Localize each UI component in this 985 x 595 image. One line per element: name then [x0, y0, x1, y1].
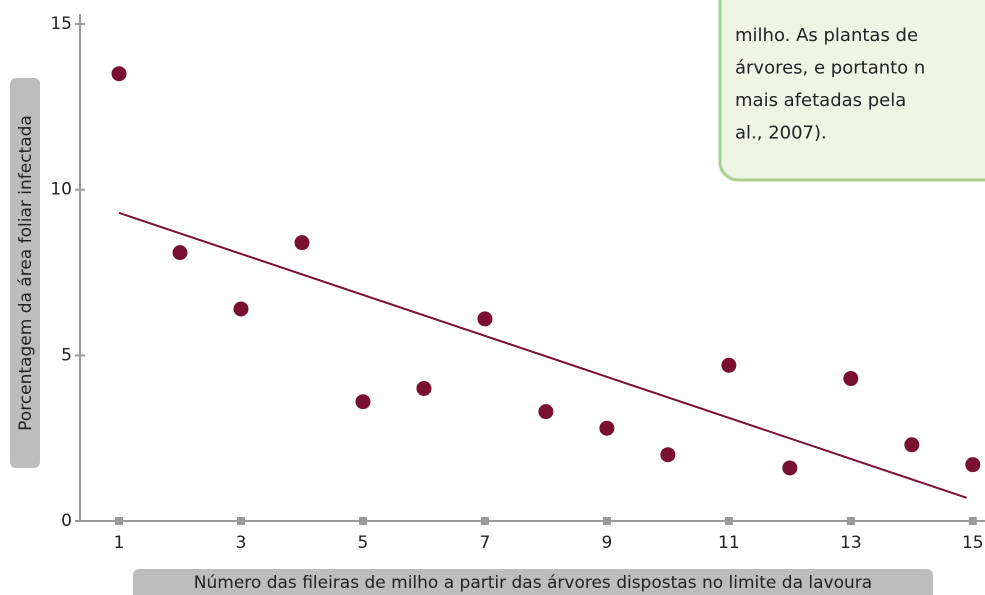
x-tick-label: 1: [114, 533, 125, 553]
x-tick-label: 3: [236, 533, 247, 553]
point: [416, 380, 432, 396]
x-tick-label: 11: [718, 533, 740, 553]
x-tick: [115, 517, 124, 525]
x-tick: [602, 517, 611, 525]
point: [294, 235, 310, 251]
x-label-box: [133, 569, 933, 595]
point: [721, 357, 737, 373]
note-line: milho. As plantas de: [735, 25, 918, 46]
point: [355, 394, 371, 410]
y-tick-label: 10: [50, 180, 72, 200]
x-tick: [358, 517, 367, 525]
y-axis-label: Porcentagem da área foliar infectada: [16, 115, 36, 431]
x-tick-label: 9: [601, 533, 612, 553]
note-line: árvores, e portanto n: [735, 58, 925, 79]
x-axis-label: Número das fileiras de milho a partir da…: [194, 573, 872, 593]
note-line: mais afetadas pela: [735, 90, 906, 111]
x-tick: [236, 517, 245, 525]
point: [782, 460, 798, 476]
x-tick-label: 15: [962, 533, 984, 553]
y-label-box: [10, 78, 40, 468]
point: [233, 301, 249, 317]
point: [965, 457, 981, 473]
point: [904, 437, 920, 453]
x-tick-label: 5: [358, 533, 369, 553]
point: [660, 447, 676, 463]
point: [111, 66, 127, 82]
point: [599, 420, 615, 436]
y-tick-label: 0: [61, 511, 72, 531]
x-tick: [480, 517, 489, 525]
x-tick: [724, 517, 733, 525]
point: [172, 245, 188, 261]
x-tick: [846, 517, 855, 525]
x-tick-label: 7: [480, 533, 491, 553]
x-tick-label: 13: [840, 533, 862, 553]
note-line: al., 2007).: [735, 123, 827, 144]
note-box: [718, 0, 985, 182]
point: [477, 311, 493, 327]
y-tick-label: 5: [61, 345, 72, 365]
point: [538, 404, 554, 420]
y-tick-label: 15: [50, 14, 72, 34]
x-tick: [968, 517, 977, 525]
trend-line: [118, 211, 968, 499]
point: [843, 371, 859, 387]
